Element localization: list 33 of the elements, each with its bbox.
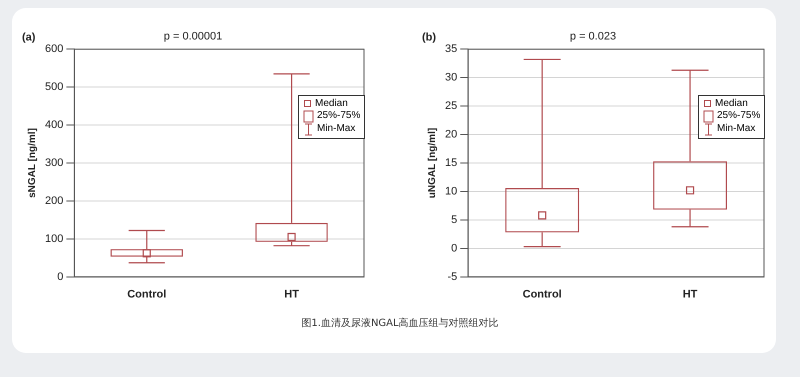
y-tick-label: 100 [44, 232, 64, 245]
x-tick-label: HT [682, 288, 698, 300]
y-tick-label: 600 [44, 43, 64, 56]
chart-title: p = 0.00001 [164, 30, 222, 43]
x-tick-label: HT [284, 288, 300, 300]
x-tick-label: Control [522, 288, 562, 300]
text: (a) [22, 32, 36, 44]
y-tick-label: 20 [444, 128, 458, 141]
y-tick-label: 15 [444, 157, 458, 170]
y-tick-label: 0 [451, 242, 458, 254]
y-tick-label: 200 [44, 194, 64, 207]
y-tick-label: 5 [451, 214, 458, 226]
chart-title: p = 0.023 [570, 30, 616, 43]
y-tick-label: 10 [444, 185, 458, 198]
annotation: Min-Max [717, 123, 756, 136]
y-tick-label: 400 [44, 119, 64, 132]
annotation: Min-Max [317, 123, 356, 136]
y-tick-label: 0 [57, 270, 64, 283]
y-tick-label: 25 [444, 100, 458, 112]
y-tick-label: 35 [444, 43, 458, 56]
annotation: 25%-75% [317, 110, 360, 122]
y-axis-title: sNGAL [ng/ml] [26, 128, 38, 198]
text: (b) [422, 32, 436, 44]
caption: 图1.血清及尿液NGAL高血压组与对照组对比 [300, 316, 500, 330]
x-tick-label: Control [127, 288, 166, 300]
y-tick-label: -5 [447, 270, 458, 283]
y-tick-label: 30 [444, 72, 458, 84]
annotation: Median [715, 98, 748, 110]
y-axis-title: uNGAL [ng/ml] [426, 128, 438, 198]
annotation: 25%-75% [717, 110, 760, 122]
y-tick-label: 300 [44, 157, 64, 170]
y-tick-label: 500 [44, 81, 64, 94]
annotation: Median [315, 98, 348, 110]
